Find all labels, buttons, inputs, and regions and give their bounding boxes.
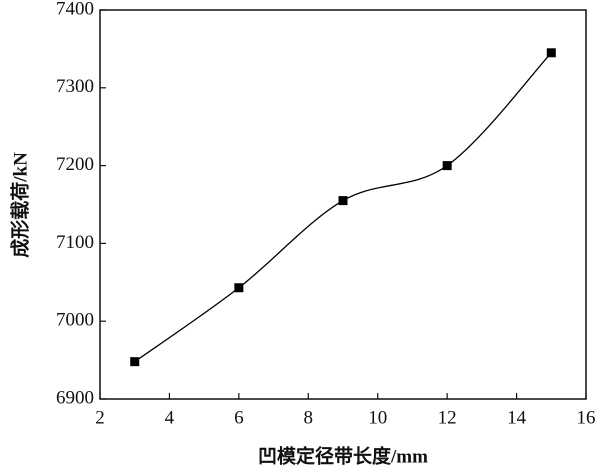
marker: [338, 196, 348, 206]
y-tick-label: 7100: [56, 232, 94, 253]
x-tick-label: 4: [165, 407, 175, 428]
y-tick-label: 7400: [56, 0, 94, 19]
x-tick-label: 10: [368, 407, 387, 428]
y-tick-label: 7000: [56, 310, 94, 331]
marker: [130, 357, 140, 367]
plot-frame: [99, 9, 587, 400]
y-tick-label: 7300: [56, 76, 94, 97]
x-axis-label: 凹模定径带长度/mm: [258, 444, 428, 467]
x-tick-label: 14: [507, 407, 527, 428]
line: [134, 52, 552, 363]
y-tick-label: 6900: [56, 387, 94, 408]
marker: [442, 161, 452, 171]
x-tick-label: 16: [577, 407, 596, 428]
x-tick-label: 12: [438, 407, 457, 428]
marker: [546, 48, 556, 58]
y-axis-label: 成形载荷/kN: [8, 152, 31, 258]
x-tick-label: 8: [304, 407, 314, 428]
y-tick-label: 7200: [56, 154, 94, 175]
marker: [234, 283, 244, 293]
x-tick-label: 2: [95, 407, 105, 428]
x-tick-label: 6: [234, 407, 244, 428]
